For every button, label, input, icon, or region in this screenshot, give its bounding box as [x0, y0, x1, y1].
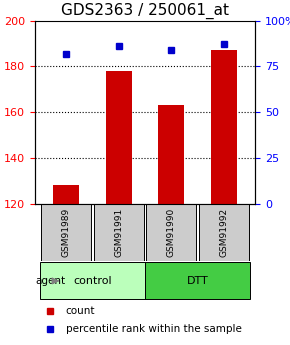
Text: control: control — [73, 276, 112, 286]
Title: GDS2363 / 250061_at: GDS2363 / 250061_at — [61, 3, 229, 19]
Bar — [41, 204, 91, 261]
Text: GSM91991: GSM91991 — [114, 208, 123, 257]
Text: GSM91989: GSM91989 — [62, 208, 71, 257]
Bar — [94, 204, 144, 261]
Bar — [106, 71, 132, 204]
Text: GSM91990: GSM91990 — [167, 208, 176, 257]
Bar — [53, 185, 79, 204]
Text: agent: agent — [36, 276, 66, 286]
Text: DTT: DTT — [186, 276, 208, 286]
Text: percentile rank within the sample: percentile rank within the sample — [66, 324, 242, 334]
Text: GSM91992: GSM91992 — [219, 208, 228, 257]
Bar — [211, 50, 237, 204]
Bar — [40, 263, 145, 299]
Text: count: count — [66, 306, 95, 316]
Bar — [199, 204, 249, 261]
Bar — [158, 105, 184, 204]
Bar — [145, 263, 250, 299]
Bar — [146, 204, 196, 261]
